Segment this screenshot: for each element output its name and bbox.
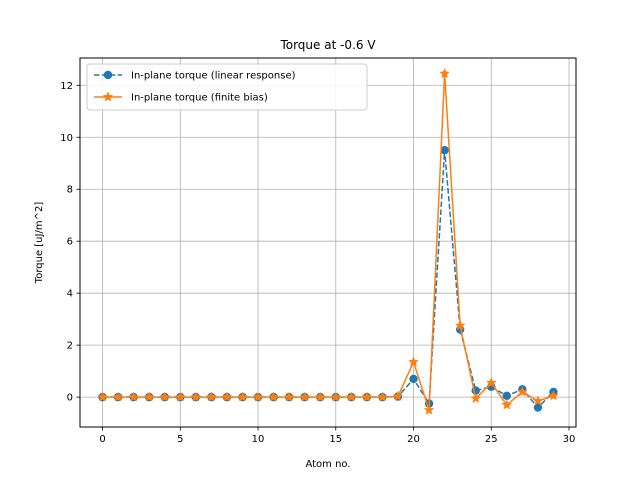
series-2-point [205, 391, 217, 402]
series-layer [97, 67, 559, 415]
series-2-point [516, 386, 528, 397]
series-2-point [532, 395, 544, 406]
series-2-point [330, 391, 342, 402]
legend-marker [102, 91, 114, 102]
series-2-point [283, 391, 295, 402]
x-tick-label: 15 [329, 434, 342, 445]
y-tick-label: 4 [67, 289, 73, 300]
legend: In-plane torque (linear response) In-plan… [86, 63, 368, 111]
series-2-point [268, 391, 279, 402]
y-tick-label: 2 [67, 341, 73, 352]
series-2-point [548, 390, 559, 401]
series-2-point [408, 356, 419, 367]
y-axis-label: Torque [uJ/m^2] [34, 202, 45, 285]
series-2-point [190, 391, 202, 402]
legend-label: In-plane torque (linear response) [131, 71, 296, 82]
series-1-point [533, 403, 543, 412]
series-2-point [97, 391, 108, 402]
series-2-point [143, 391, 155, 402]
plot-frame [79, 57, 577, 428]
series-2-point [159, 391, 171, 402]
legend-box [86, 63, 368, 111]
legend-entry-2: In-plane torque (finite bias) [94, 91, 268, 104]
series-2-point [314, 391, 326, 402]
series-2-point [221, 391, 233, 402]
y-tick-label: 8 [67, 185, 73, 196]
series-2-point [439, 67, 451, 79]
series-2 [97, 67, 559, 415]
x-tick-label: 10 [252, 434, 265, 445]
series-2-point [361, 391, 373, 402]
series-1-point [502, 391, 512, 401]
y-tick-label: 6 [67, 237, 73, 248]
y-tick-label: 12 [60, 81, 73, 92]
series-1 [98, 146, 558, 412]
axis-ticks: 0 5 10 15 20 25 30 0 2 4 6 8 10 12 [60, 81, 575, 445]
series-1-point [440, 146, 449, 155]
y-tick-label: 10 [60, 133, 73, 144]
x-tick-label: 25 [485, 434, 498, 445]
x-axis-label: Atom no. [305, 459, 350, 470]
series-2-point [377, 391, 388, 402]
series-2-point [470, 392, 482, 404]
x-tick-label: 0 [99, 434, 105, 445]
series-2-point [454, 319, 466, 331]
series-2-point [252, 391, 264, 402]
series-2-point [392, 390, 404, 401]
series-2-point [128, 391, 140, 402]
y-tick-label: 0 [67, 393, 73, 404]
series-2-point [345, 391, 357, 402]
legend-marker [103, 70, 113, 80]
grid [80, 58, 576, 427]
series-2-point [112, 391, 124, 402]
legend-label: In-plane torque (finite bias) [131, 93, 268, 104]
series-2-point [423, 404, 435, 415]
series-2-point [501, 399, 513, 410]
chart-title: Torque at -0.6 V [279, 38, 376, 52]
series-1-point [409, 374, 418, 384]
series-2-point [299, 391, 311, 402]
series-2-point [174, 391, 186, 402]
series-2-line [102, 72, 554, 411]
legend-entry-1: In-plane torque (linear response) [94, 71, 296, 82]
x-tick-label: 30 [563, 434, 576, 445]
x-tick-label: 5 [177, 434, 183, 445]
x-tick-label: 20 [407, 434, 420, 445]
series-2-point [237, 391, 248, 402]
series-2-point [485, 377, 497, 388]
